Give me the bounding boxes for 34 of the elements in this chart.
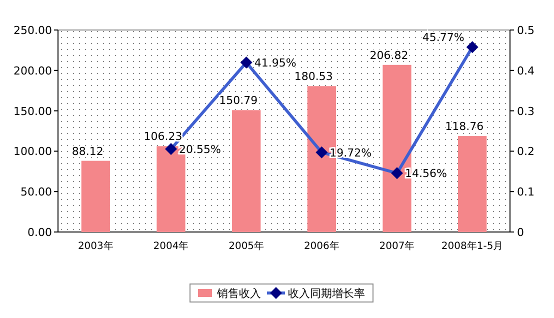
y-tick-label: 150.00: [14, 104, 52, 118]
y2-tick-label: 0: [517, 226, 524, 239]
y-tick-label: 250.00: [14, 24, 52, 37]
data-label: 206.82: [370, 48, 408, 62]
y2-tick-label: 0.5: [517, 24, 534, 37]
x-tick-label: 2008年1-5月: [441, 240, 504, 252]
data-label: 180.53: [294, 70, 333, 84]
data-label: 118.76: [445, 120, 484, 134]
bar: [81, 160, 110, 232]
x-tick-label: 2003年: [78, 240, 114, 252]
legend-label: 收入同期增长率: [288, 287, 365, 300]
y2-tick-label: 0.3: [517, 104, 534, 118]
data-label: 45.77%: [422, 31, 464, 44]
y-tick-label: 200.00: [14, 64, 52, 78]
y-tick-label: 50.00: [20, 186, 52, 199]
y2-tick-label: 0.2: [517, 145, 534, 158]
x-tick-label: 2007年: [379, 240, 415, 252]
data-label: 19.72%: [330, 146, 372, 160]
x-tick-label: 2006年: [304, 240, 340, 252]
x-tick-label: 2005年: [228, 240, 264, 252]
data-label: 14.56%: [405, 167, 447, 180]
x-tick-label: 2004年: [153, 240, 189, 252]
data-label: 150.79: [219, 94, 258, 108]
y-tick-label: 100.00: [14, 145, 52, 158]
legend-label: 销售收入: [216, 287, 261, 300]
data-label: 41.95%: [254, 56, 296, 70]
data-label: 20.55%: [179, 142, 221, 156]
y2-tick-label: 0.1: [517, 186, 534, 199]
y-tick-label: 0.00: [28, 226, 52, 239]
y2-tick-label: 0.4: [517, 64, 534, 78]
data-label: 88.12: [72, 144, 104, 158]
data-label: 106.23: [144, 130, 182, 144]
bar: [232, 110, 261, 232]
bar: [458, 136, 487, 232]
